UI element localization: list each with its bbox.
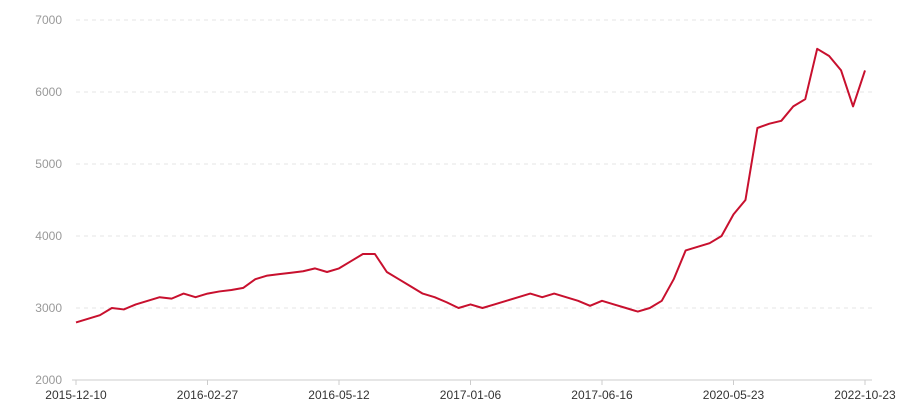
x-axis: 2015-12-10 2016-02-27 2016-05-12 2017-01-06…	[45, 379, 896, 402]
x-tick-label: 2016-05-12	[308, 388, 370, 400]
x-tick-label: 2022-10-23	[834, 388, 896, 400]
y-axis: 2000 3000 4000 5000 6000 7000	[35, 13, 62, 387]
series-line	[75, 47, 866, 324]
x-tick-label: 2017-06-16	[571, 388, 633, 400]
series	[75, 47, 866, 324]
y-tick-label: 6000	[35, 85, 62, 99]
grid-lines	[76, 19, 872, 309]
x-tick-label: 2017-01-06	[440, 388, 502, 400]
x-tick-label: 2020-05-23	[703, 388, 765, 400]
y-tick-label: 4000	[35, 229, 62, 243]
y-tick-label: 7000	[35, 13, 62, 27]
y-tick-label: 5000	[35, 157, 62, 171]
x-tick-label: 2015-12-10	[45, 388, 107, 400]
x-tick-label: 2016-02-27	[177, 388, 239, 400]
y-tick-label: 3000	[35, 301, 62, 315]
y-tick-label: 2000	[35, 373, 62, 387]
